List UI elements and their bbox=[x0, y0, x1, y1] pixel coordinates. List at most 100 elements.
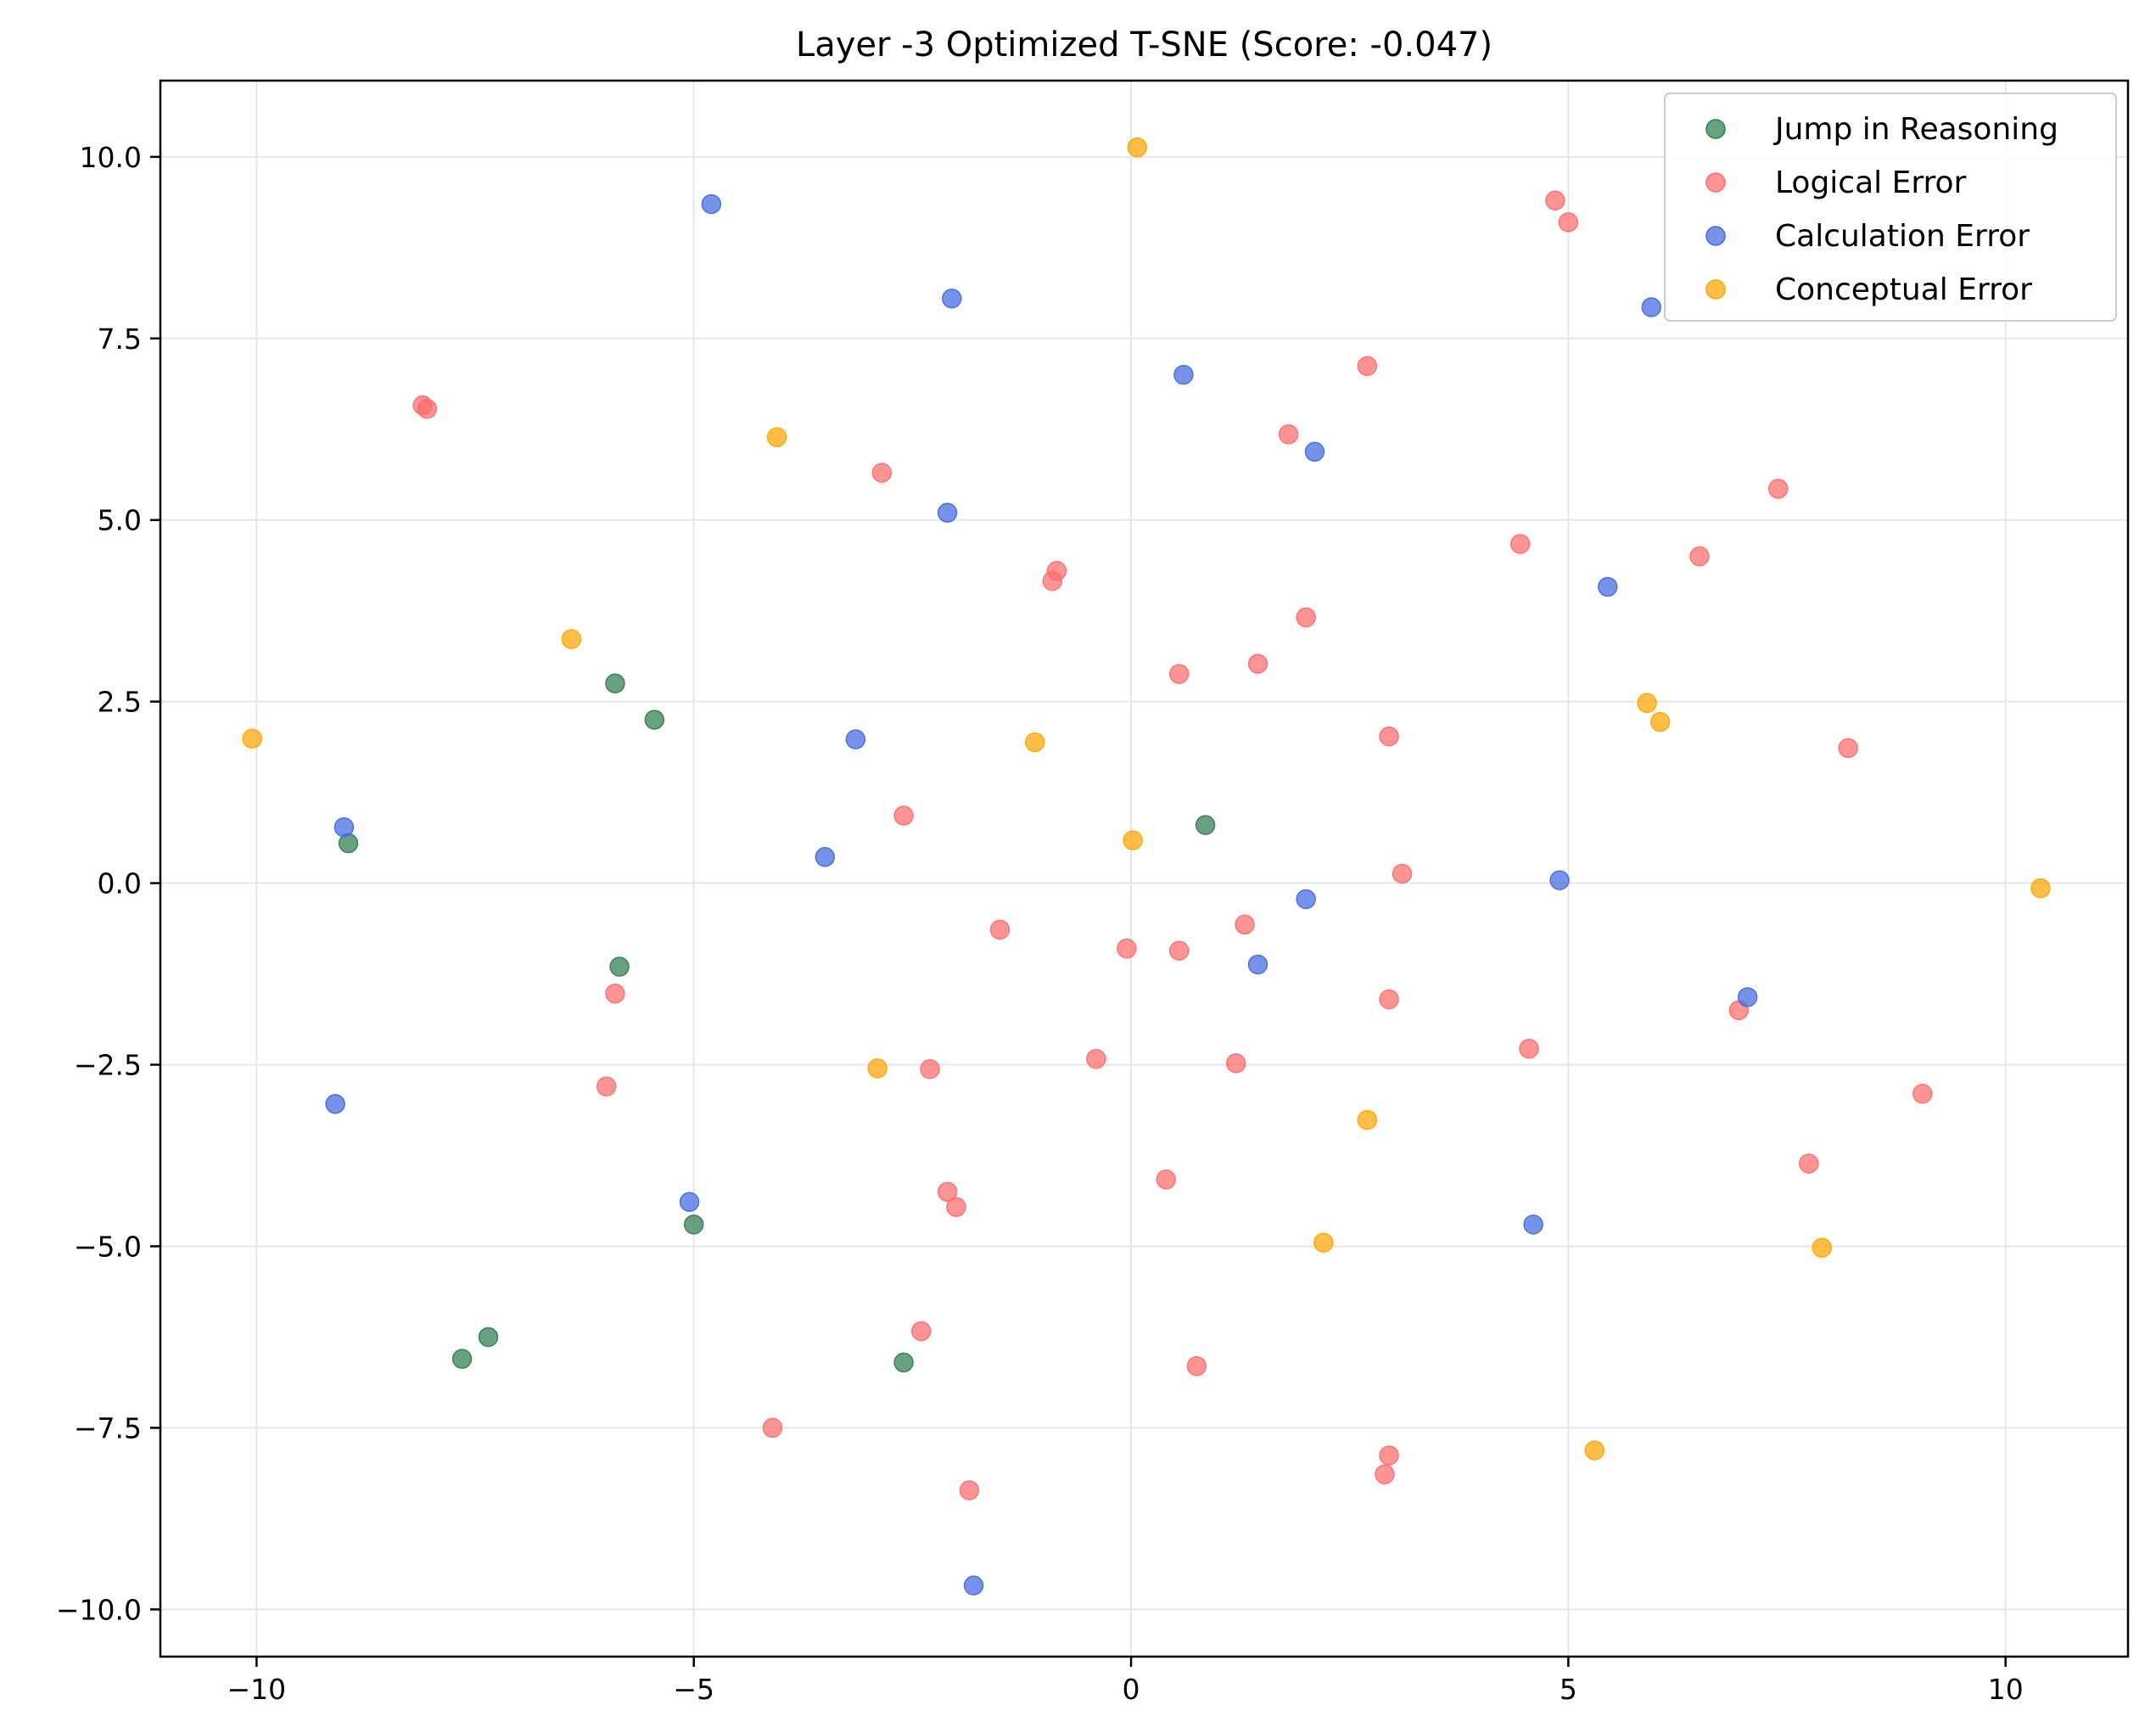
point-logical-error bbox=[1912, 1084, 1933, 1104]
point-logical-error bbox=[596, 1076, 617, 1096]
point-calculation-error bbox=[963, 1575, 984, 1596]
point-logical-error bbox=[1168, 664, 1190, 684]
point-logical-error bbox=[893, 805, 914, 826]
point-conceptual-error bbox=[1812, 1237, 1833, 1258]
y-tick-label: −7.5 bbox=[74, 1411, 142, 1444]
point-calculation-error bbox=[1523, 1214, 1543, 1235]
point-logical-error bbox=[1247, 653, 1268, 674]
legend-marker-jump-in-reasoning bbox=[1705, 119, 1726, 139]
y-tick-label: 5.0 bbox=[98, 504, 142, 537]
point-logical-error bbox=[1042, 570, 1063, 592]
x-tick-label: −10 bbox=[227, 1673, 287, 1706]
plot-frame bbox=[159, 79, 2130, 1658]
point-logical-error bbox=[1392, 863, 1413, 884]
point-logical-error bbox=[1799, 1153, 1819, 1174]
point-calculation-error bbox=[325, 1094, 345, 1114]
point-logical-error bbox=[920, 1058, 940, 1080]
point-logical-error bbox=[1558, 212, 1579, 233]
legend-label-calculation-error: Calculation Error bbox=[1775, 219, 2030, 254]
point-logical-error bbox=[1296, 607, 1316, 628]
x-tick-label: 10 bbox=[1988, 1673, 2024, 1706]
point-calculation-error bbox=[815, 847, 836, 867]
point-logical-error bbox=[910, 1321, 932, 1342]
point-calculation-error bbox=[1737, 987, 1758, 1007]
point-conceptual-error bbox=[561, 629, 582, 649]
point-logical-error bbox=[1519, 1038, 1539, 1059]
y-tick-label: −10.0 bbox=[56, 1593, 142, 1626]
point-logical-error bbox=[871, 463, 893, 483]
x-tick-label: −5 bbox=[673, 1673, 714, 1706]
y-tick-label: 2.5 bbox=[98, 686, 142, 719]
point-calculation-error bbox=[937, 502, 958, 523]
point-logical-error bbox=[1235, 914, 1255, 935]
point-jump-in-reasoning bbox=[605, 673, 625, 694]
y-tick-label: 10.0 bbox=[80, 141, 142, 174]
point-calculation-error bbox=[845, 729, 866, 749]
point-calculation-error bbox=[1296, 889, 1316, 910]
legend-label-conceptual-error: Conceptual Error bbox=[1775, 272, 2032, 307]
point-jump-in-reasoning bbox=[478, 1326, 499, 1348]
point-jump-in-reasoning bbox=[644, 709, 665, 730]
x-tick-label: 0 bbox=[1123, 1673, 1140, 1706]
point-logical-error bbox=[1186, 1355, 1207, 1377]
point-logical-error bbox=[937, 1181, 958, 1203]
point-conceptual-error bbox=[766, 427, 787, 447]
point-logical-error bbox=[1278, 424, 1299, 445]
point-conceptual-error bbox=[867, 1058, 888, 1079]
point-logical-error bbox=[946, 1197, 966, 1218]
point-calculation-error bbox=[701, 193, 722, 215]
legend-label-jump-in-reasoning: Jump in Reasoning bbox=[1773, 112, 2058, 147]
y-tick-label: 0.0 bbox=[98, 867, 142, 900]
point-logical-error bbox=[605, 983, 625, 1004]
data-points bbox=[242, 137, 2051, 1596]
legend: Jump in Reasoning Logical Error Calculatio… bbox=[1664, 93, 2117, 322]
point-logical-error bbox=[1379, 726, 1399, 747]
point-calculation-error bbox=[1549, 870, 1570, 890]
point-calculation-error bbox=[679, 1192, 700, 1213]
point-conceptual-error bbox=[1024, 732, 1045, 753]
point-conceptual-error bbox=[1313, 1232, 1334, 1253]
point-logical-error bbox=[1689, 546, 1710, 567]
point-conceptual-error bbox=[242, 728, 262, 749]
point-logical-error bbox=[989, 919, 1011, 940]
point-logical-error bbox=[1357, 356, 1378, 377]
y-tick-label: 7.5 bbox=[98, 322, 142, 356]
point-conceptual-error bbox=[1357, 1109, 1378, 1130]
x-tick-label: 5 bbox=[1560, 1673, 1577, 1706]
point-conceptual-error bbox=[1637, 693, 1657, 714]
point-calculation-error bbox=[1304, 441, 1325, 463]
legend-marker-calculation-error bbox=[1705, 226, 1726, 246]
point-calculation-error bbox=[1247, 954, 1268, 975]
legend-marker-conceptual-error bbox=[1705, 279, 1726, 300]
point-logical-error bbox=[762, 1417, 783, 1439]
point-jump-in-reasoning bbox=[1195, 815, 1216, 835]
point-logical-error bbox=[1838, 738, 1858, 759]
point-calculation-error bbox=[1641, 297, 1662, 317]
point-conceptual-error bbox=[1123, 830, 1143, 850]
point-logical-error bbox=[1156, 1169, 1177, 1190]
point-logical-error bbox=[1225, 1053, 1246, 1074]
point-calculation-error bbox=[942, 288, 962, 309]
y-axis-ticks: 10.0 7.5 5.0 2.5 0.0 −2.5 −5.0 −7.5 −10.0 bbox=[56, 141, 160, 1626]
y-tick-label: −2.5 bbox=[74, 1049, 142, 1082]
grid-lines bbox=[160, 81, 2128, 1657]
point-calculation-error bbox=[1598, 576, 1618, 597]
point-logical-error bbox=[1509, 534, 1531, 554]
x-axis-ticks: −10 −5 0 5 10 bbox=[227, 1657, 2024, 1706]
point-conceptual-error bbox=[1127, 137, 1148, 158]
point-logical-error bbox=[1379, 989, 1399, 1010]
legend-marker-logical-error bbox=[1705, 172, 1726, 193]
point-logical-error bbox=[1379, 1445, 1399, 1466]
point-calculation-error bbox=[333, 816, 355, 838]
legend-box bbox=[1664, 93, 2117, 322]
point-logical-error bbox=[1086, 1048, 1106, 1069]
point-logical-error bbox=[1117, 938, 1137, 959]
point-jump-in-reasoning bbox=[609, 956, 630, 977]
point-logical-error bbox=[959, 1480, 980, 1500]
point-jump-in-reasoning bbox=[451, 1349, 473, 1369]
point-conceptual-error bbox=[1584, 1440, 1605, 1461]
chart-title: Layer -3 Optimized T-SNE (Score: -0.047) bbox=[796, 25, 1492, 64]
point-logical-error bbox=[1545, 190, 1565, 210]
point-conceptual-error bbox=[1649, 711, 1671, 732]
